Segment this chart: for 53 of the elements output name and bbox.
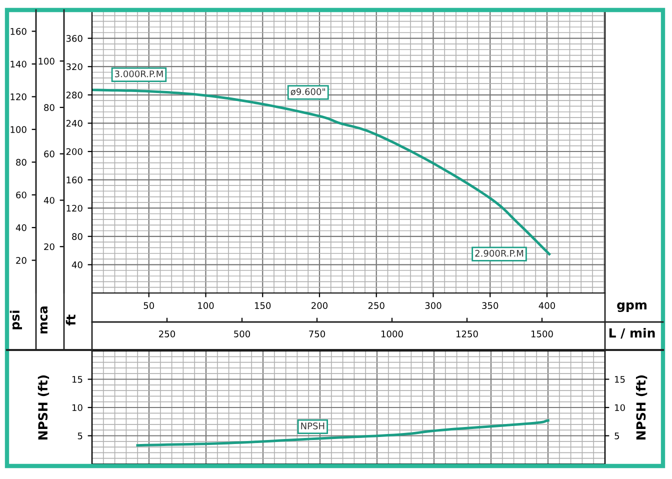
- y-axis-title: ft: [66, 314, 76, 326]
- y-tick-label: 200: [66, 148, 82, 156]
- annotation: ø9.600": [290, 88, 326, 96]
- y3-axis-title: mca: [40, 306, 48, 334]
- y-tick-label: 5: [78, 432, 82, 440]
- y2-tick-label: 10: [615, 404, 625, 412]
- y-tick-label: 240: [66, 120, 82, 127]
- y2-tick-label: 40: [16, 224, 26, 232]
- x2-tick-label: 1250: [456, 330, 478, 338]
- y2-tick-label: 80: [16, 158, 26, 166]
- y2-axis-title: psi: [10, 310, 22, 330]
- x-tick-label: 350: [482, 302, 498, 310]
- y2-tick-label: 20: [16, 257, 26, 264]
- y2-tick-label: 140: [10, 60, 26, 68]
- y-tick-label: 80: [72, 233, 82, 240]
- x-tick-label: 100: [198, 302, 214, 310]
- y2-tick-label: 15: [615, 376, 625, 383]
- x2-tick-label: 1500: [532, 330, 553, 338]
- y-tick-label: 10: [72, 404, 82, 412]
- y2-tick-label: 120: [10, 93, 26, 100]
- y-tick-label: 280: [66, 92, 82, 98]
- x-tick-label: 200: [312, 302, 328, 310]
- x-tick-label: 400: [538, 302, 556, 310]
- x-tick-label: 50: [144, 302, 154, 310]
- y-tick-label: 360: [66, 35, 82, 42]
- y2-tick-label: 5: [614, 432, 619, 440]
- x-tick-label: 150: [254, 302, 271, 310]
- x-axis-title: gpm: [617, 302, 646, 312]
- x2-tick-label: 1000: [382, 330, 403, 338]
- y3-tick-label: 20: [44, 243, 54, 250]
- y3-tick-label: 40: [44, 196, 54, 204]
- annotation: NPSH: [301, 422, 324, 430]
- x2-axis-title: L / min: [609, 328, 655, 339]
- y-tick-label: 320: [66, 63, 82, 70]
- y-tick-label: 160: [66, 176, 82, 184]
- annotation: 3.000R.P.M: [114, 70, 163, 78]
- y3-tick-label: 100: [38, 58, 54, 65]
- y-tick-label: 15: [72, 376, 82, 383]
- y-tick-label: 40: [72, 261, 82, 268]
- y-axis-title: NPSH (ft): [38, 375, 50, 440]
- x-tick-label: 250: [368, 302, 384, 310]
- y2-tick-label: 160: [10, 28, 26, 35]
- y3-tick-label: 60: [44, 150, 54, 158]
- y2-tick-label: 100: [10, 126, 26, 133]
- y3-tick-label: 80: [44, 104, 54, 111]
- y2-tick-label: 60: [16, 192, 26, 198]
- x2-tick-label: 250: [159, 330, 176, 338]
- x2-tick-label: 500: [234, 330, 250, 338]
- y2-axis-title: NPSH (ft): [636, 375, 648, 440]
- y-tick-label: 120: [66, 204, 82, 212]
- annotation: 2.900R.P.M: [475, 250, 524, 257]
- x2-tick-label: 750: [309, 330, 326, 338]
- x-tick-label: 300: [425, 302, 442, 310]
